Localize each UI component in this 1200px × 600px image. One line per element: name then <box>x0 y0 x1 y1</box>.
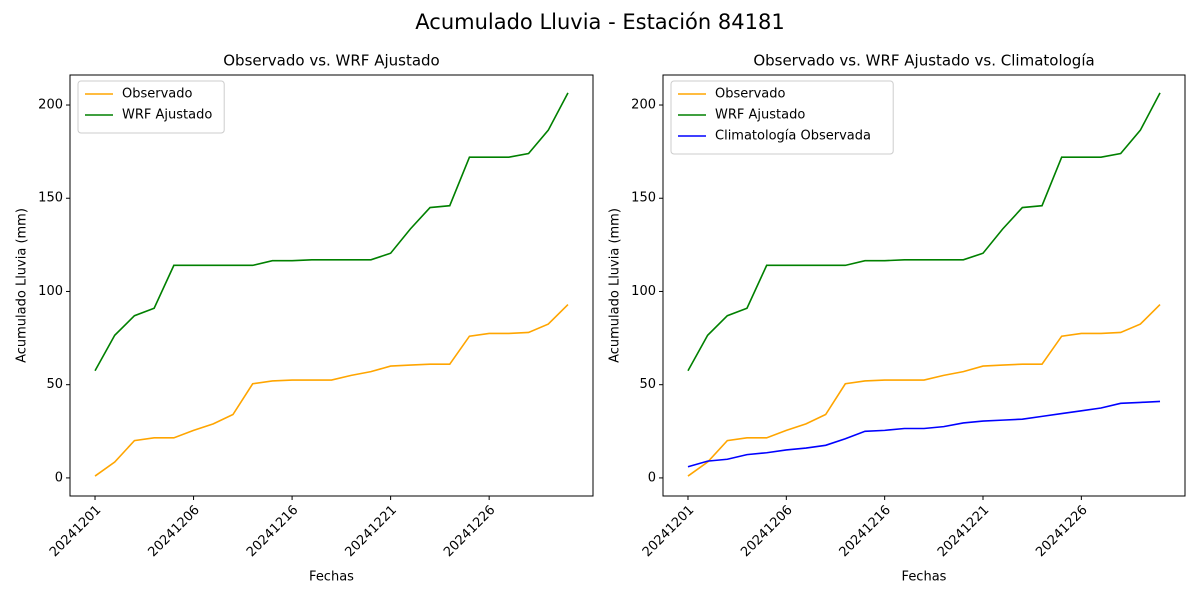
x-tick-label: 20241216 <box>244 503 301 560</box>
y-tick-label: 100 <box>631 284 656 299</box>
y-tick-label: 50 <box>639 377 656 392</box>
x-axis-label: Fechas <box>902 570 947 585</box>
x-tick-label: 20241221 <box>935 503 992 560</box>
legend-box <box>77 80 225 134</box>
plot-frame <box>69 74 594 497</box>
y-tick-label: 150 <box>38 191 63 206</box>
legend-label: Observado <box>122 87 193 102</box>
x-tick-label: 20241216 <box>837 503 894 560</box>
y-axis-label: Acumulado Lluvia (mm) <box>608 208 623 363</box>
y-tick-label: 0 <box>648 470 656 485</box>
y-tick-label: 50 <box>46 377 63 392</box>
legend-label: Observado <box>715 87 786 102</box>
x-tick-label: 20241201 <box>47 503 104 560</box>
y-tick-label: 200 <box>631 98 656 113</box>
legend-label: WRF Ajustado <box>122 108 212 123</box>
data-line <box>687 400 1161 468</box>
x-tick-label: 20241206 <box>145 503 202 560</box>
y-tick-label: 200 <box>38 98 63 113</box>
legend-label: WRF Ajustado <box>715 108 805 123</box>
data-line <box>94 303 569 477</box>
x-tick-label: 20241226 <box>1033 503 1090 560</box>
data-line <box>687 92 1161 372</box>
y-axis-label: Acumulado Lluvia (mm) <box>15 208 30 363</box>
legend-box <box>670 80 894 155</box>
x-tick-label: 20241206 <box>738 503 795 560</box>
legend-label: Climatología Observada <box>715 129 871 144</box>
data-line <box>687 303 1161 477</box>
subplot-title: Observado vs. WRF Ajustado vs. Climatolo… <box>753 52 1094 70</box>
y-tick-label: 0 <box>55 470 63 485</box>
y-tick-label: 100 <box>38 284 63 299</box>
x-axis-label: Fechas <box>309 570 354 585</box>
x-tick-label: 20241226 <box>441 503 498 560</box>
subplot-title: Observado vs. WRF Ajustado <box>223 52 439 70</box>
plot-frame <box>662 74 1186 497</box>
x-tick-label: 20241221 <box>343 503 400 560</box>
figure-title: Acumulado Lluvia - Estación 84181 <box>415 10 784 34</box>
data-line <box>94 92 569 372</box>
y-tick-label: 150 <box>631 191 656 206</box>
x-tick-label: 20241201 <box>640 503 697 560</box>
